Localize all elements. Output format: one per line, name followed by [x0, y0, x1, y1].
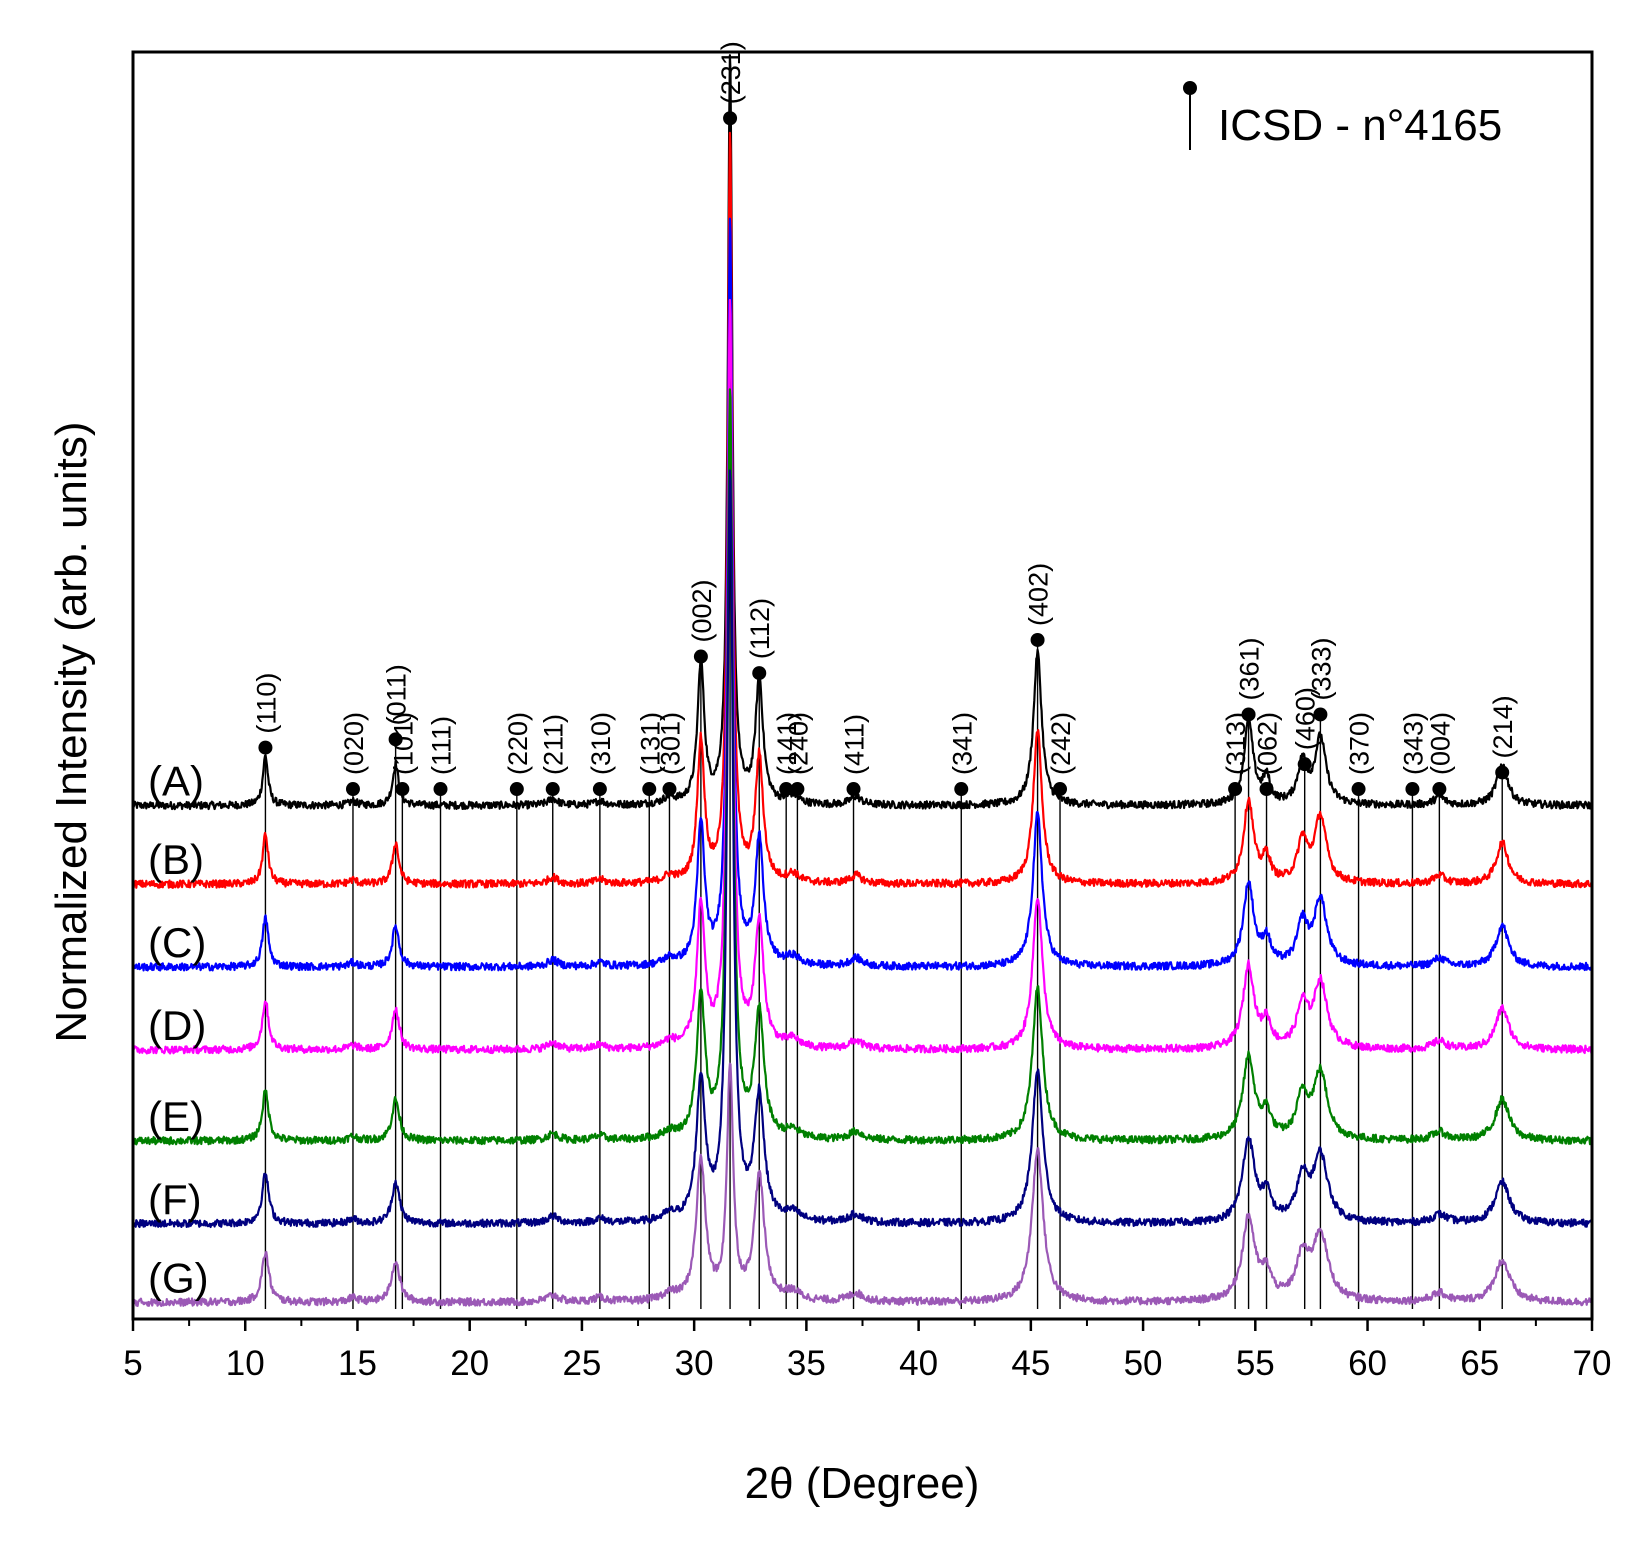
reference-dot — [1351, 782, 1366, 797]
reference-dot — [723, 111, 738, 126]
x-tick-label: 5 — [123, 1344, 142, 1383]
hkl-label: (333) — [1306, 637, 1336, 700]
hkl-label: (460) — [1291, 687, 1321, 750]
hkl-label: (004) — [1425, 712, 1455, 775]
hkl-label: (240) — [783, 712, 813, 775]
hkl-label: (110) — [251, 673, 281, 734]
sample-label: (E) — [148, 1093, 204, 1140]
hkl-label: (101) — [388, 712, 418, 775]
reference-dot — [1241, 707, 1256, 722]
x-axis-title: 2θ (Degree) — [745, 1459, 980, 1508]
x-tick-label: 45 — [1011, 1344, 1050, 1383]
reference-dot — [662, 782, 677, 797]
y-axis-title: Normalized Intensity (arb. units) — [47, 421, 96, 1042]
x-tick-label: 10 — [226, 1344, 265, 1383]
hkl-label: (002) — [687, 579, 717, 642]
x-tick-label: 30 — [675, 1344, 714, 1383]
hkl-label: (370) — [1345, 712, 1375, 775]
hkl-label: (411) — [840, 714, 870, 775]
hkl-label: (361) — [1235, 637, 1265, 700]
plot-frame — [131, 50, 1594, 1321]
x-axis-ticks: 5 10 15 20 25 30 35 40 45 50 55 60 65 70 — [123, 1319, 1611, 1383]
sample-labels: (A) (B) (C) (D) (E) (F) (G) — [148, 758, 209, 1302]
x-tick-label: 50 — [1124, 1344, 1163, 1383]
reference-dot — [1259, 782, 1274, 797]
x-tick-label: 15 — [338, 1344, 377, 1383]
hkl-labels: (110) (020) (011)(101) (111) (220) (211) (310)… — [251, 41, 1518, 775]
reference-dot — [545, 782, 560, 797]
hkl-label: (402) — [1024, 563, 1054, 626]
legend-marker-dot — [1183, 81, 1197, 95]
reference-dot — [1432, 782, 1447, 797]
hkl-label: (141) — [772, 712, 802, 775]
hkl-label: (343) — [1398, 712, 1428, 775]
hkl-label: (211) — [539, 714, 569, 775]
series-line — [132, 1062, 1594, 1307]
reference-dot — [1405, 782, 1420, 797]
hkl-label: (310) — [586, 712, 616, 775]
reference-dot — [1313, 707, 1328, 722]
series-line — [132, 131, 1593, 889]
reference-dot — [1228, 782, 1243, 797]
series-line — [131, 469, 1593, 1229]
hkl-label: (220) — [503, 712, 533, 775]
sample-label: (F) — [148, 1176, 202, 1223]
x-tick-label: 40 — [899, 1344, 938, 1383]
x-tick-label: 20 — [450, 1344, 489, 1383]
hkl-label: (062) — [1253, 712, 1283, 775]
sample-label: (G) — [148, 1254, 209, 1301]
reference-dot — [642, 782, 657, 797]
reference-markers — [258, 111, 1510, 797]
reference-dot — [846, 782, 861, 797]
legend-label: ICSD - n°4165 — [1218, 101, 1502, 150]
hkl-label: (341) — [947, 712, 977, 775]
reference-dot — [258, 740, 273, 755]
reference-dot — [345, 782, 360, 797]
sample-label: (A) — [148, 758, 204, 805]
hkl-label: (020) — [339, 712, 369, 775]
reference-dot — [592, 782, 607, 797]
x-tick-label: 55 — [1236, 1344, 1275, 1383]
hkl-label: (111) — [427, 716, 457, 775]
series-line — [131, 298, 1594, 1055]
reference-dot — [1297, 757, 1312, 772]
x-tick-label: 70 — [1573, 1344, 1612, 1383]
reference-dot — [790, 782, 805, 797]
reference-dot — [954, 782, 969, 797]
sample-label: (D) — [148, 1002, 206, 1049]
hkl-label: (131) — [635, 712, 665, 775]
sample-label: (C) — [148, 919, 206, 966]
hkl-label: (313) — [1221, 712, 1251, 775]
reference-dot — [693, 649, 708, 664]
reference-dot — [752, 666, 767, 681]
reference-dot — [388, 732, 403, 747]
series-layer — [131, 54, 1594, 1307]
legend: ICSD - n°4165 — [1183, 81, 1502, 150]
series-line — [131, 217, 1594, 972]
reference-dot — [779, 782, 794, 797]
reference-dot — [395, 782, 410, 797]
hkl-label: (301) — [655, 712, 685, 775]
reference-dot — [1030, 632, 1045, 647]
reference-dot — [433, 782, 448, 797]
hkl-label: (011) — [382, 664, 412, 725]
sample-label: (B) — [148, 836, 204, 883]
series-line — [131, 54, 1594, 811]
hkl-label: (242) — [1046, 712, 1076, 775]
x-tick-label: 60 — [1348, 1344, 1387, 1383]
hkl-label: (112) — [745, 598, 775, 659]
x-tick-label: 35 — [787, 1344, 826, 1383]
reference-dot — [509, 782, 524, 797]
reference-dot — [1053, 782, 1068, 797]
x-tick-label: 65 — [1460, 1344, 1499, 1383]
hkl-label: (214) — [1488, 695, 1518, 758]
reference-dot — [1495, 765, 1510, 780]
x-tick-label: 25 — [562, 1344, 601, 1383]
series-line — [131, 388, 1593, 1146]
